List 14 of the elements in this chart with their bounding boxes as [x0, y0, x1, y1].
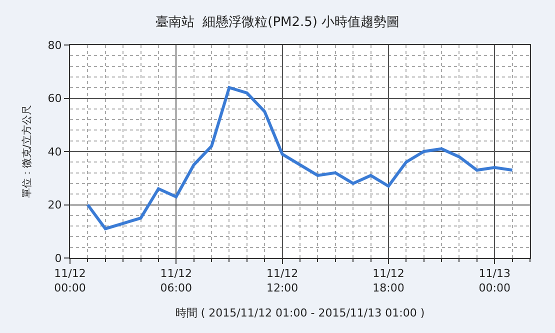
y-tick-label: 80 [48, 38, 62, 52]
x-tick-label: 11/12 06:00 [160, 267, 192, 294]
y-axis-title: 單位：微克/立方公尺 [20, 104, 33, 198]
x-tick-label: 11/12 18:00 [372, 267, 404, 294]
x-tick-label: 11/12 12:00 [266, 267, 298, 294]
y-tick-label: 20 [48, 198, 62, 212]
y-tick-label: 0 [54, 252, 62, 265]
y-tick-label: 40 [48, 145, 62, 158]
y-tick-label: 60 [48, 92, 62, 106]
line-series [86, 86, 514, 230]
x-tick-label: 11/12 00:00 [54, 267, 86, 294]
chart-title: 臺南站 細懸浮微粒(PM2.5) 小時值趨勢圖 [155, 14, 400, 30]
x-axis-title: 時間 ( 2015/11/12 01:00 - 2015/11/13 01:00 ) [175, 306, 425, 320]
x-tick-label: 11/13 00:00 [478, 267, 510, 294]
